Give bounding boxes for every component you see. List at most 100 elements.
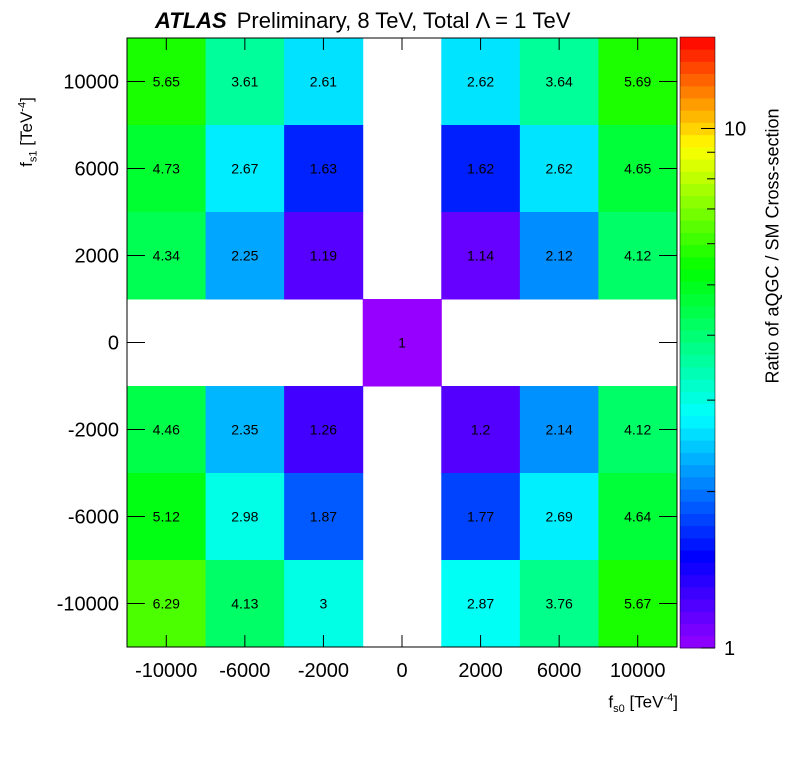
colorbar-segment <box>680 428 715 441</box>
heatmap-cell <box>441 560 521 648</box>
y-tick-label: 10000 <box>63 72 119 94</box>
cell-value-label: 2.62 <box>546 161 573 177</box>
x-tick-label: -10000 <box>135 660 197 682</box>
x-tick-label: 6000 <box>537 660 582 682</box>
colorbar-segment <box>680 244 715 258</box>
heatmap-cell <box>205 386 285 474</box>
heatmap-cell <box>519 560 599 648</box>
colorbar-segment <box>680 635 715 649</box>
colorbar-segment <box>680 476 715 490</box>
x-tick-label: 10000 <box>610 660 666 682</box>
heatmap-cell <box>441 212 521 300</box>
colorbar-segment <box>680 208 715 221</box>
x-tick-label: 2000 <box>458 660 503 682</box>
x-tick-label: 0 <box>396 660 407 682</box>
y-axis-title: fs1 [TeV-4] <box>16 97 40 167</box>
colorbar-segment <box>680 61 715 75</box>
x-tick-label: -6000 <box>219 660 270 682</box>
title-text: Preliminary, 8 TeV, Total Λ = 1 TeV <box>236 8 571 33</box>
colorbar-segment <box>680 415 715 429</box>
colorbar-segment <box>680 171 715 185</box>
cell-value-label: 1.26 <box>310 422 337 438</box>
cell-value-label: 1.63 <box>310 161 337 177</box>
cell-value-label: 1.14 <box>467 248 494 264</box>
colorbar-segment <box>680 501 715 514</box>
colorbar-segment <box>680 256 715 270</box>
cell-value-label: 3.64 <box>546 74 573 90</box>
cell-value-label: 2.12 <box>546 248 573 264</box>
chart-title: ATLAS Preliminary, 8 TeV, Total Λ = 1 TeV <box>155 8 570 34</box>
heatmap-cell <box>205 125 285 213</box>
colorbar-segment <box>680 110 715 123</box>
colorbar-segment <box>680 366 715 380</box>
cell-value-label: 1.19 <box>310 248 337 264</box>
cell-value-label: 2.14 <box>546 422 573 438</box>
cell-value-label: 4.65 <box>624 161 651 177</box>
colorbar-segment <box>680 562 715 576</box>
cell-value-label: 4.73 <box>153 161 180 177</box>
colorbar-segment <box>680 440 715 453</box>
colorbar-segment <box>680 574 715 588</box>
cell-value-label: 4.12 <box>624 422 651 438</box>
colorbar-segment <box>680 37 715 50</box>
cell-value-label: 3.76 <box>546 596 573 612</box>
colorbar-segment <box>680 513 715 527</box>
heatmap-cell <box>205 212 285 300</box>
colorbar-segment <box>680 305 715 319</box>
colorbar-segment <box>680 525 715 539</box>
y-tick-label: 0 <box>108 333 119 355</box>
colorbar-tick-label: 1 <box>724 638 735 660</box>
colorbar-segment <box>680 550 715 563</box>
y-tick-label: 6000 <box>75 159 120 181</box>
cell-value-label: 2.61 <box>310 74 337 90</box>
colorbar-segment <box>680 134 715 148</box>
x-tick-label: -2000 <box>298 660 349 682</box>
colorbar-segment <box>680 183 715 197</box>
cell-value-label: 2.35 <box>231 422 258 438</box>
colorbar-segment <box>680 611 715 624</box>
heatmap-cell <box>205 560 285 648</box>
heatmap-cell <box>519 38 599 126</box>
cell-value-label: 1.2 <box>471 422 491 438</box>
colorbar-segment <box>680 342 715 356</box>
heatmap-cell <box>441 125 521 213</box>
colorbar-segment <box>680 452 715 466</box>
colorbar-frame <box>679 36 716 649</box>
heatmap-cell <box>519 212 599 300</box>
cell-value-label: 1.62 <box>467 161 494 177</box>
colorbar-segment <box>680 146 715 160</box>
cell-value-label: 3.61 <box>231 74 258 90</box>
colorbar-segment <box>680 195 715 209</box>
colorbar-segment <box>680 354 715 368</box>
cell-value-label: 2.98 <box>231 509 258 525</box>
heatmap-cell <box>284 125 364 213</box>
colorbar-segment <box>680 318 715 331</box>
heatmap-cell <box>519 386 599 474</box>
heatmap-cell <box>441 473 521 561</box>
heatmap-cell <box>284 212 364 300</box>
colorbar-title: Ratio of aQGC / SM Cross-section <box>762 108 783 384</box>
colorbar-segment <box>680 49 715 62</box>
colorbar-segment <box>680 586 715 600</box>
colorbar-segment <box>680 85 715 99</box>
cell-value-label: 4.34 <box>153 248 180 264</box>
colorbar-tick-label: 10 <box>724 118 746 140</box>
atlas-brand: ATLAS <box>155 8 227 33</box>
cell-value-label: 2.62 <box>467 74 494 90</box>
cell-value-label: 2.87 <box>467 596 494 612</box>
colorbar-segment <box>680 73 715 87</box>
colorbar-segment <box>680 538 715 551</box>
cell-value-label: 5.65 <box>153 74 180 90</box>
heatmap-cell <box>362 299 442 387</box>
heatmap-cell <box>441 386 521 474</box>
cell-value-label: 3 <box>320 596 328 612</box>
colorbar-segment <box>680 159 715 172</box>
y-tick-label: -6000 <box>68 507 119 529</box>
heatmap-cell <box>519 125 599 213</box>
colorbar-segment <box>680 293 715 307</box>
cell-value-label: 5.12 <box>153 509 180 525</box>
cell-value-label: 4.46 <box>153 422 180 438</box>
colorbar-segment <box>680 623 715 637</box>
heatmap-cell <box>205 473 285 561</box>
